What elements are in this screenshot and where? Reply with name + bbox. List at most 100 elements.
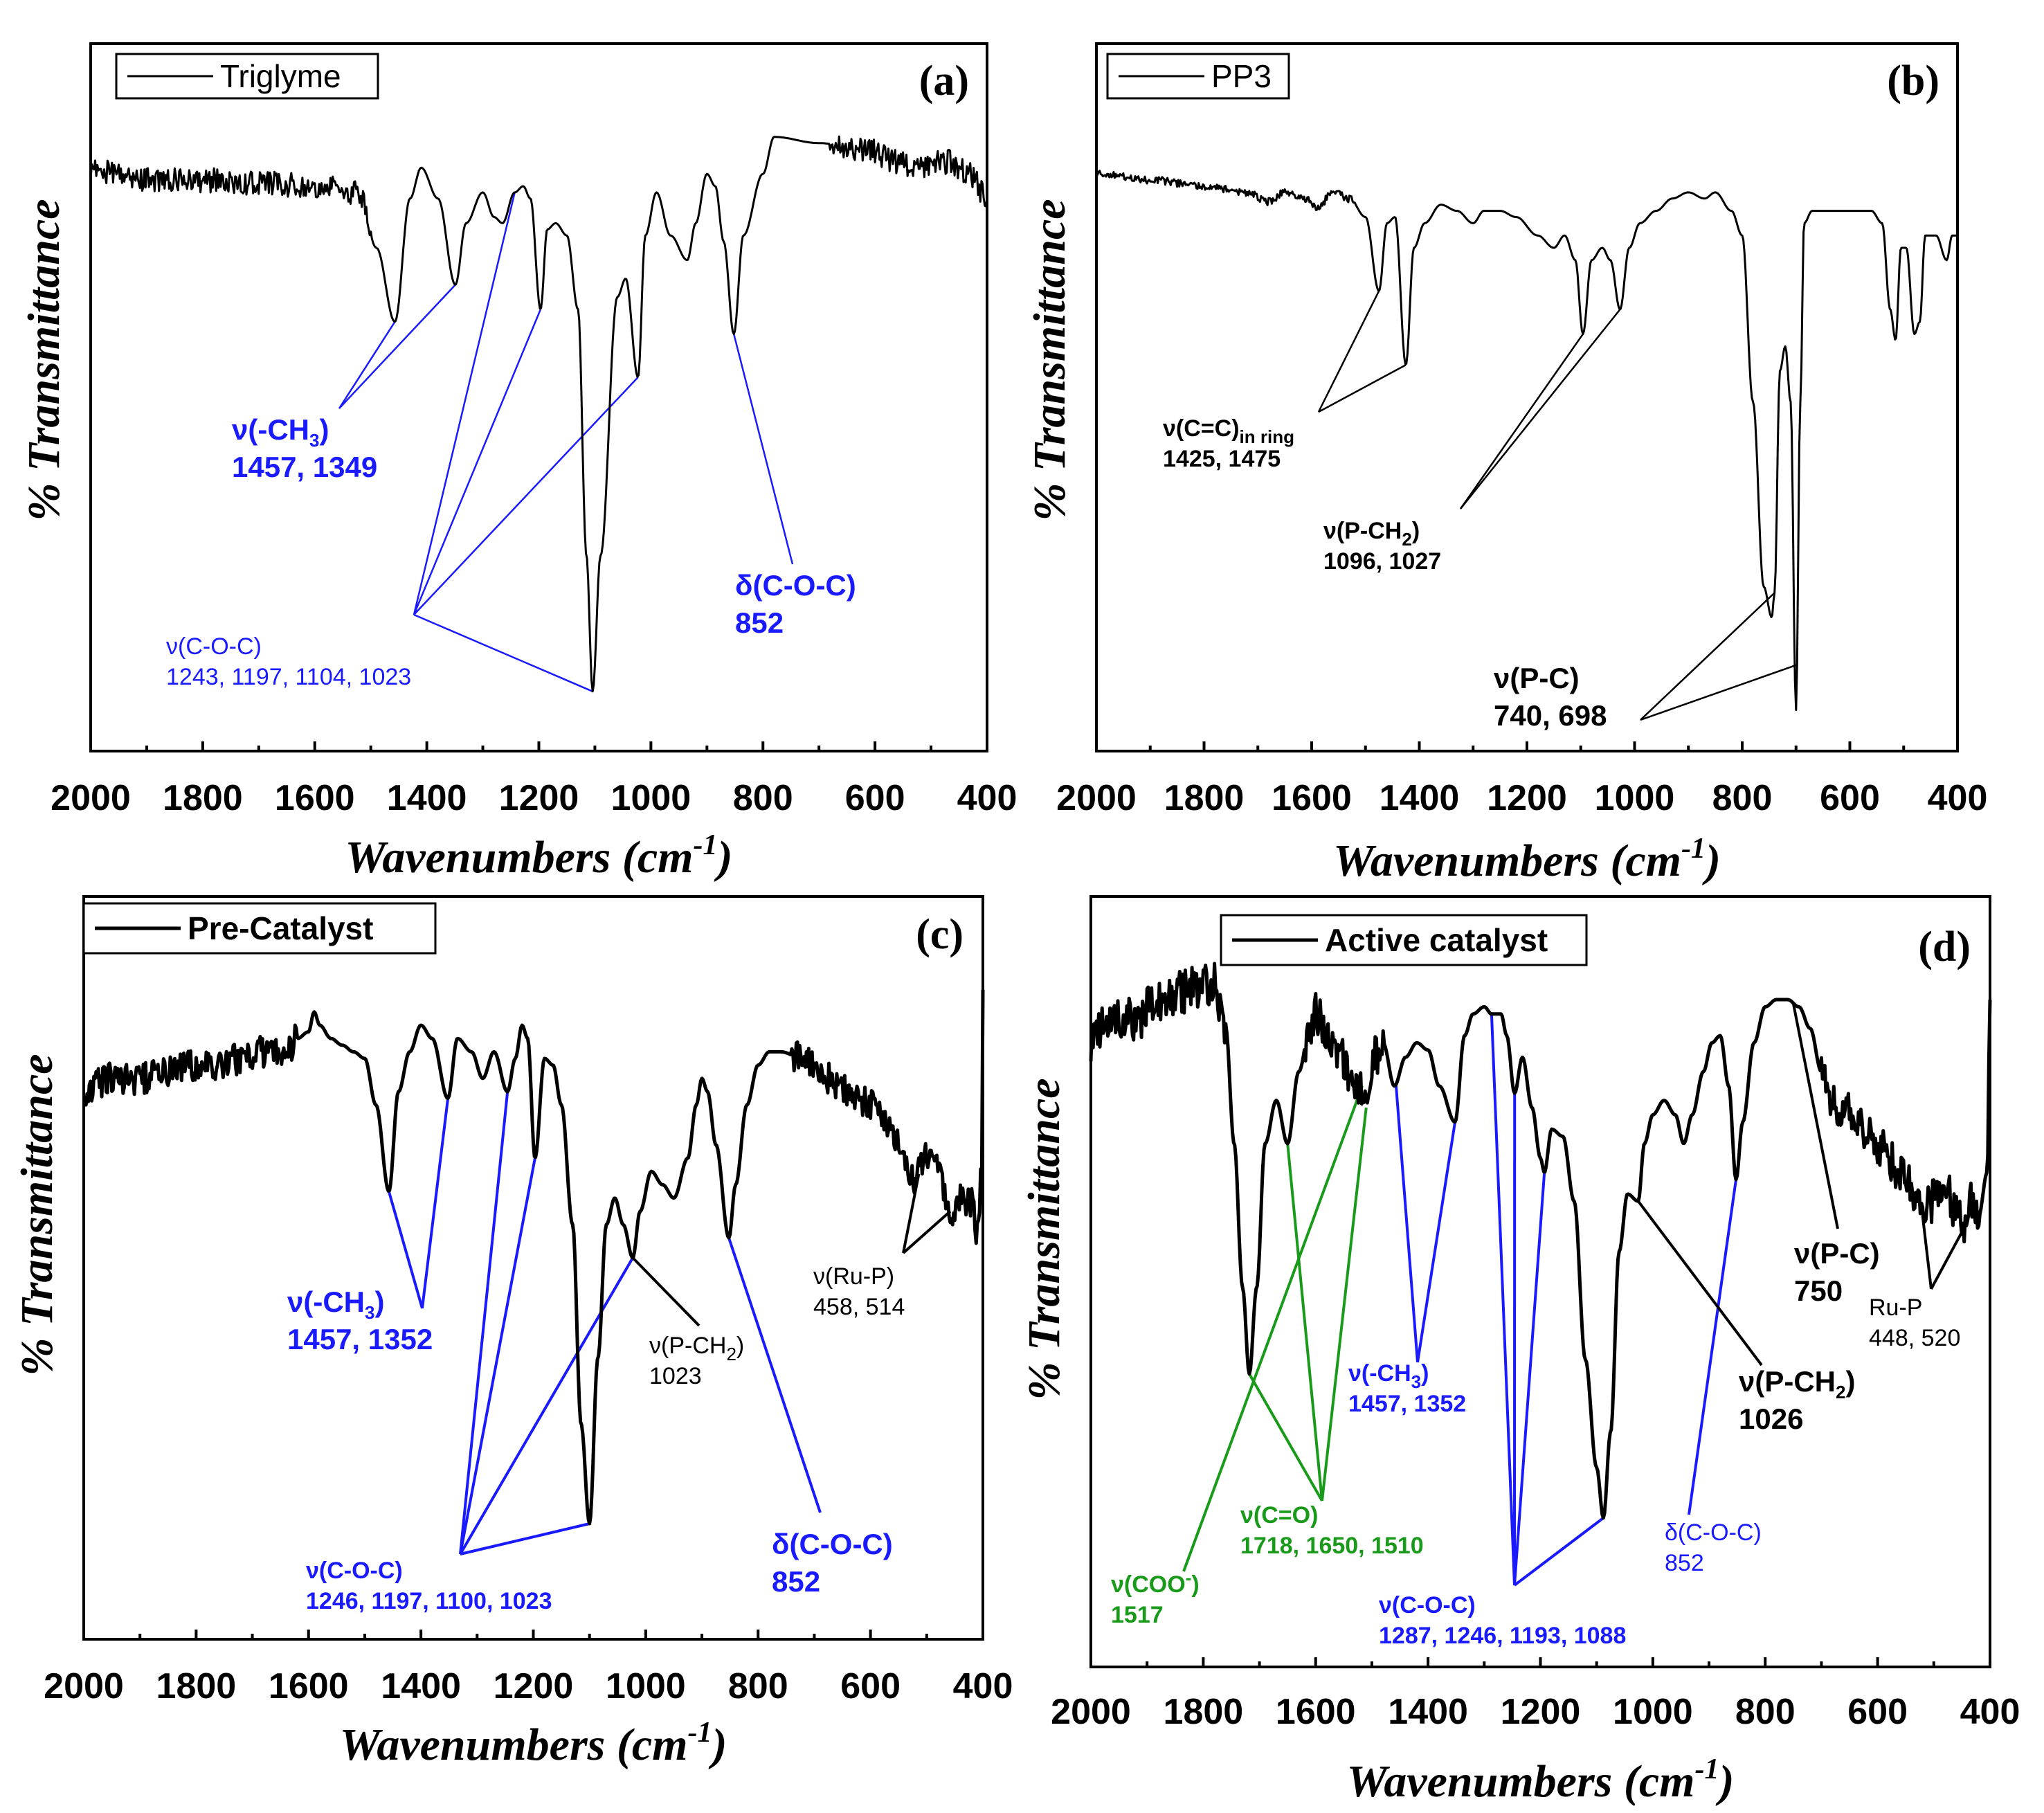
annotation-text: ν(P-CH xyxy=(1739,1365,1836,1398)
x-tick-label-2000: 2000 xyxy=(44,1666,124,1706)
annotation-text: 1457, 1349 xyxy=(232,451,377,483)
x-tick-label-1800: 1800 xyxy=(156,1666,237,1706)
annotation-line: 448, 520 xyxy=(1869,1325,1960,1351)
leader-line-750 xyxy=(1791,1002,1839,1229)
leader-line-740 xyxy=(1640,592,1775,721)
annotation-line: 1425, 1475 xyxy=(1163,446,1281,472)
leader-line-1023 xyxy=(631,1256,700,1327)
x-axis-title: Wavenumbers (cm-1) xyxy=(340,1717,727,1770)
annotation-line: ν(P-CH2) xyxy=(1323,518,1420,550)
x-tick-label-800: 800 xyxy=(728,1666,788,1706)
superscript: - xyxy=(1186,1567,1192,1588)
leader-line-1457 xyxy=(1394,1084,1419,1363)
leader-line-1517 xyxy=(1182,1085,1364,1572)
annotation-text: ) xyxy=(1845,1365,1855,1398)
x-tick-label-600: 600 xyxy=(1820,778,1880,818)
annotation-text: 448, 520 xyxy=(1869,1325,1960,1351)
annotation-text: ) xyxy=(736,1333,744,1359)
x-tick-label-600: 600 xyxy=(1847,1692,1908,1732)
annotation-a1: ν(-CH3)1457, 1349 xyxy=(232,413,377,483)
annotation-leaders-c2 xyxy=(459,1091,634,1555)
annotation-text: 1457, 1352 xyxy=(1348,1391,1466,1417)
x-tick-label-600: 600 xyxy=(840,1666,901,1706)
x-axis-title-unit: (cm xyxy=(1624,1756,1695,1807)
annotation-c2: ν(C-O-C) 1246, 1197, 1100, 1023 xyxy=(306,1558,552,1614)
legend-label: Active catalyst xyxy=(1325,922,1548,958)
leader-line-1197 xyxy=(459,1157,536,1555)
y-axis-title: % Transmittance xyxy=(1019,1078,1069,1400)
y-axis-title: % Transmittance xyxy=(19,199,69,521)
leader-line-1287 xyxy=(1490,1013,1516,1586)
annotation-line: δ(C-O-C) xyxy=(1665,1519,1762,1546)
annotation-text: ν(-CH xyxy=(287,1286,365,1318)
annotation-line: 852 xyxy=(772,1565,820,1598)
leader-line-1023 xyxy=(459,1256,634,1555)
x-axis-title-exponent: -1 xyxy=(687,1717,712,1749)
x-axis-title-word: Wavenumbers xyxy=(1333,836,1610,886)
x-tick-label-1400: 1400 xyxy=(387,778,467,818)
x-axis-title: Wavenumbers (cm-1) xyxy=(345,829,733,883)
annotation-line: ν(P-C) xyxy=(1494,662,1580,694)
leader-line-1088 xyxy=(1513,1517,1604,1587)
subscript: 2 xyxy=(726,1344,736,1364)
leader-line-1352 xyxy=(1416,1121,1457,1363)
leader-line-1457 xyxy=(338,321,396,409)
annotation-d8: Ru-P 448, 520 xyxy=(1869,1295,1960,1351)
annotation-text: ) xyxy=(1412,518,1420,544)
leader-line-1027 xyxy=(1460,309,1621,509)
leader-line-698 xyxy=(1640,664,1798,721)
x-axis-title-unit: (cm xyxy=(622,832,694,883)
annotation-text: δ(C-O-C) xyxy=(1665,1519,1762,1546)
x-tick-label-1200: 1200 xyxy=(499,778,579,818)
annotation-text: 458, 514 xyxy=(813,1294,905,1320)
annotation-c1: ν(-CH3)1457, 1352 xyxy=(287,1286,433,1355)
y-axis-title: % Transmittance xyxy=(12,1054,62,1375)
panel-a: 2000 1800 1600 1400 1200 1000 800 600 400 Wavenum… xyxy=(19,42,1017,883)
x-axis-title-close: ) xyxy=(1702,836,1721,886)
annotation-text: 740, 698 xyxy=(1494,699,1607,732)
annotation-line: 740, 698 xyxy=(1494,699,1607,732)
annotation-leaders-d7 xyxy=(1791,1002,1839,1229)
annotation-d7: ν(P-C) 750 xyxy=(1794,1237,1880,1307)
x-tick-label-600: 600 xyxy=(845,778,905,818)
annotation-text: ν(C=O) xyxy=(1240,1502,1318,1528)
x-tick-label-1200: 1200 xyxy=(1487,778,1567,818)
annotation-d6: ν(P-CH2)1026 xyxy=(1739,1365,1855,1435)
annotation-line: 1026 xyxy=(1739,1402,1803,1435)
legend: Pre-Catalyst xyxy=(82,902,437,955)
leader-line-1510 xyxy=(1321,1107,1368,1501)
leader-line-1243 xyxy=(413,192,516,615)
leader-line-1193 xyxy=(1513,1172,1546,1586)
annotation-line: Ru-P xyxy=(1869,1295,1922,1321)
annotation-line: ν(-CH3) xyxy=(1348,1360,1429,1392)
annotation-line: ν(P-CH2) xyxy=(1739,1365,1855,1402)
annotation-leaders-d1 xyxy=(1182,1085,1364,1572)
legend: PP3 xyxy=(1106,53,1290,100)
panel-tag: (d) xyxy=(1918,923,1971,971)
panel-tag: (a) xyxy=(919,57,969,105)
annotation-leaders-b1 xyxy=(1317,290,1407,413)
annotation-line: 1023 xyxy=(649,1363,702,1389)
annotation-line: 1457, 1349 xyxy=(232,451,377,483)
annotation-line: 1246, 1197, 1100, 1023 xyxy=(306,1588,552,1614)
annotation-text: 1023 xyxy=(649,1363,702,1389)
annotation-leaders-a2 xyxy=(413,192,639,692)
x-tick-label-1000: 1000 xyxy=(611,778,691,818)
leader-line-1197 xyxy=(413,309,542,615)
annotation-text: ) xyxy=(1191,1571,1199,1598)
annotation-line: ν(Ru-P) xyxy=(813,1263,894,1290)
leader-line-1475 xyxy=(1317,290,1380,413)
annotation-text: 1517 xyxy=(1111,1602,1164,1628)
annotation-leaders-d6 xyxy=(1637,1200,1763,1366)
annotation-c5: ν(Ru-P) 458, 514 xyxy=(813,1263,905,1320)
x-tick-label-1800: 1800 xyxy=(1164,778,1245,818)
annotation-text: ν(C-O-C) xyxy=(1379,1592,1476,1618)
annotation-leaders-a3 xyxy=(732,334,794,565)
x-tick-label-800: 800 xyxy=(1712,778,1773,818)
panel-c: 2000 1800 1600 1400 1200 1000 800 600 400 Wavenum… xyxy=(12,895,1013,1770)
y-axis-title: % Transmittance xyxy=(1024,199,1075,521)
annotation-text: ν(C-O-C) xyxy=(166,633,262,660)
panel-tag: (c) xyxy=(916,911,964,958)
leader-line-1650 xyxy=(1286,1143,1323,1501)
